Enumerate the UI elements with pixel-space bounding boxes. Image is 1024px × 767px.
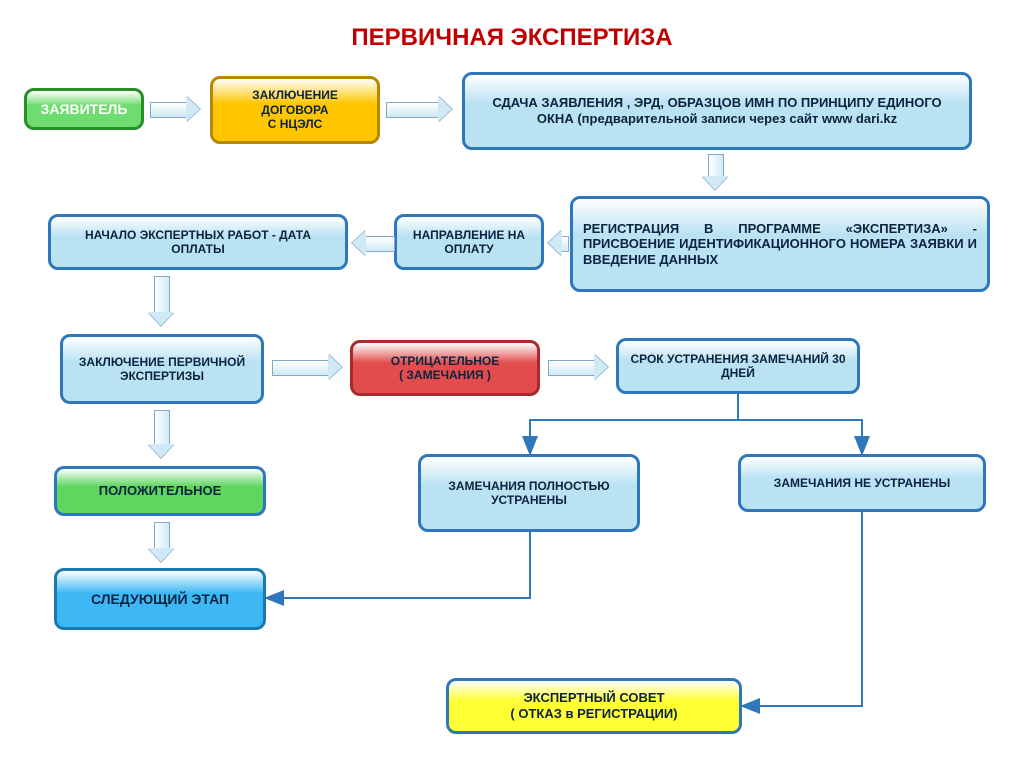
node-council: ЭКСПЕРТНЫЙ СОВЕТ( ОТКАЗ в РЕГИСТРАЦИИ) bbox=[446, 678, 742, 734]
node-positive-label: ПОЛОЖИТЕЛЬНОЕ bbox=[67, 483, 253, 499]
connector-l2 bbox=[738, 420, 862, 454]
node-notresolved: ЗАМЕЧАНИЯ НЕ УСТРАНЕНЫ bbox=[738, 454, 986, 512]
node-contract: ЗАКЛЮЧЕНИЕ ДОГОВОРАС НЦЭЛС bbox=[210, 76, 380, 144]
node-council-label: ЭКСПЕРТНЫЙ СОВЕТ( ОТКАЗ в РЕГИСТРАЦИИ) bbox=[459, 690, 729, 721]
node-resolved-label: ЗАМЕЧАНИЯ ПОЛНОСТЬЮ УСТРАНЕНЫ bbox=[431, 479, 627, 508]
node-payment-label: НАПРАВЛЕНИЕ НА ОПЛАТУ bbox=[407, 228, 531, 257]
node-payment: НАПРАВЛЕНИЕ НА ОПЛАТУ bbox=[394, 214, 544, 270]
connector-l4 bbox=[742, 512, 862, 706]
node-notresolved-label: ЗАМЕЧАНИЯ НЕ УСТРАНЕНЫ bbox=[751, 476, 973, 490]
node-deadline-label: СРОК УСТРАНЕНИЯ ЗАМЕЧАНИЙ 30 ДНЕЙ bbox=[629, 352, 847, 381]
node-resolved: ЗАМЕЧАНИЯ ПОЛНОСТЬЮ УСТРАНЕНЫ bbox=[418, 454, 640, 532]
node-conclusion: ЗАКЛЮЧЕНИЕ ПЕРВИЧНОЙ ЭКСПЕРТИЗЫ bbox=[60, 334, 264, 404]
node-registration: РЕГИСТРАЦИЯ В ПРОГРАММЕ «ЭКСПЕРТИЗА» - П… bbox=[570, 196, 990, 292]
node-startwork: НАЧАЛО ЭКСПЕРТНЫХ РАБОТ - ДАТА ОПЛАТЫ bbox=[48, 214, 348, 270]
node-submission-label: СДАЧА ЗАЯВЛЕНИЯ , ЭРД, ОБРАЗЦОВ ИМН ПО П… bbox=[475, 95, 959, 126]
node-submission: СДАЧА ЗАЯВЛЕНИЯ , ЭРД, ОБРАЗЦОВ ИМН ПО П… bbox=[462, 72, 972, 150]
node-positive: ПОЛОЖИТЕЛЬНОЕ bbox=[54, 466, 266, 516]
node-startwork-label: НАЧАЛО ЭКСПЕРТНЫХ РАБОТ - ДАТА ОПЛАТЫ bbox=[61, 228, 335, 257]
node-conclusion-label: ЗАКЛЮЧЕНИЕ ПЕРВИЧНОЙ ЭКСПЕРТИЗЫ bbox=[73, 355, 251, 384]
connector-l3 bbox=[266, 532, 530, 598]
node-negative-label: ОТРИЦАТЕЛЬНОЕ( ЗАМЕЧАНИЯ ) bbox=[363, 354, 527, 383]
node-nextstage-label: СЛЕДУЮЩИЙ ЭТАП bbox=[67, 591, 253, 608]
connector-l1 bbox=[530, 394, 738, 454]
node-deadline: СРОК УСТРАНЕНИЯ ЗАМЕЧАНИЙ 30 ДНЕЙ bbox=[616, 338, 860, 394]
diagram-title: ПЕРВИЧНАЯ ЭКСПЕРТИЗА bbox=[0, 24, 1024, 52]
node-applicant: ЗАЯВИТЕЛЬ bbox=[24, 88, 144, 130]
node-registration-label: РЕГИСТРАЦИЯ В ПРОГРАММЕ «ЭКСПЕРТИЗА» - П… bbox=[583, 221, 977, 268]
node-nextstage: СЛЕДУЮЩИЙ ЭТАП bbox=[54, 568, 266, 630]
node-negative: ОТРИЦАТЕЛЬНОЕ( ЗАМЕЧАНИЯ ) bbox=[350, 340, 540, 396]
node-contract-label: ЗАКЛЮЧЕНИЕ ДОГОВОРАС НЦЭЛС bbox=[223, 88, 367, 131]
node-applicant-label: ЗАЯВИТЕЛЬ bbox=[37, 101, 131, 118]
